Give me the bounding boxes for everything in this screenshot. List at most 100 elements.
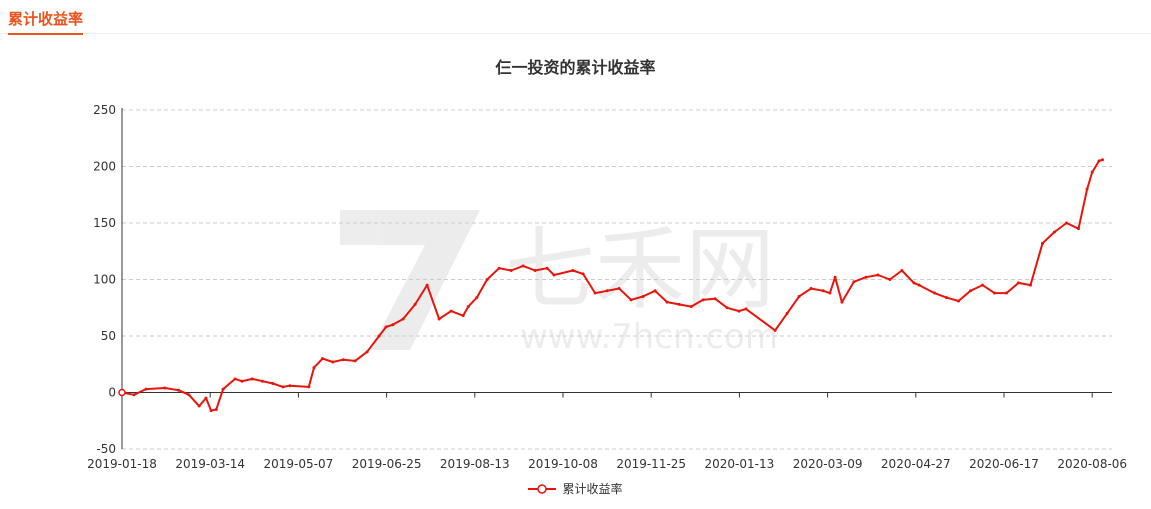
data-point — [876, 273, 880, 277]
data-point — [701, 298, 705, 302]
data-point — [932, 291, 936, 295]
data-point — [521, 264, 525, 268]
data-point — [240, 379, 244, 383]
data-point — [466, 305, 470, 309]
data-point — [677, 302, 681, 306]
data-point — [992, 291, 996, 295]
data-point — [461, 314, 465, 318]
tab-cumulative-return[interactable]: 累计收益率 — [8, 8, 84, 35]
tab-bar: 累计收益率 — [0, 0, 1151, 35]
data-point — [689, 305, 693, 309]
data-point — [713, 297, 717, 301]
x-tick-label: 2019-10-08 — [528, 457, 598, 471]
x-tick-label: 2020-06-17 — [969, 457, 1039, 471]
x-tick-label: 2019-08-13 — [440, 457, 510, 471]
chart-title: 仨一投资的累计收益率 — [495, 58, 656, 77]
data-point — [221, 387, 225, 391]
data-point — [353, 359, 357, 363]
start-point-marker — [118, 388, 126, 397]
data-point — [840, 300, 844, 304]
grid-lines — [122, 109, 1112, 450]
data-point — [321, 357, 325, 361]
data-point — [1004, 291, 1008, 295]
data-point — [641, 294, 645, 298]
series-group — [118, 158, 1104, 413]
legend-label: 累计收益率 — [562, 482, 623, 496]
data-point — [833, 275, 837, 279]
data-point — [552, 273, 556, 277]
data-point — [132, 393, 136, 397]
data-point — [944, 296, 948, 300]
x-tick-label: 2019-11-25 — [616, 457, 686, 471]
data-point — [485, 278, 489, 281]
data-point — [821, 289, 825, 293]
data-point — [391, 323, 395, 327]
data-point — [797, 294, 801, 298]
data-point — [665, 300, 669, 304]
data-point — [1040, 241, 1044, 245]
data-point — [177, 388, 181, 392]
data-point — [533, 268, 537, 272]
data-point — [204, 396, 208, 400]
data-point — [233, 377, 237, 381]
data-point — [737, 309, 741, 313]
x-tick-label: 2020-01-13 — [705, 457, 775, 471]
data-point — [571, 268, 575, 272]
data-point — [864, 275, 868, 279]
y-tick-label: 50 — [101, 329, 116, 343]
data-point — [545, 266, 549, 270]
y-tick-label: 0 — [108, 386, 116, 400]
data-point — [828, 291, 832, 295]
data-point — [605, 289, 609, 293]
data-point — [365, 350, 369, 354]
data-point — [1085, 187, 1089, 191]
data-point — [1090, 170, 1094, 174]
data-point — [331, 360, 335, 364]
data-point — [1100, 158, 1104, 162]
data-point — [209, 409, 213, 413]
data-point — [773, 328, 777, 332]
data-point — [888, 278, 892, 281]
data-point — [271, 381, 275, 385]
y-tick-label: -50 — [96, 442, 116, 456]
legend-line-marker-icon — [528, 483, 557, 494]
x-axis: 2019-01-18 2019-03-14 2019-05-07 2019-06-25… — [87, 392, 1127, 471]
data-point — [401, 317, 405, 321]
data-point — [725, 306, 729, 310]
x-tick-label: 2019-06-25 — [352, 457, 422, 471]
series-line — [121, 158, 1103, 412]
data-point — [653, 289, 657, 293]
x-tick-label: 2019-01-18 — [87, 457, 157, 471]
data-point — [497, 266, 501, 270]
data-point — [449, 309, 453, 313]
x-tick-label: 2020-04-27 — [881, 457, 951, 471]
data-point — [288, 384, 292, 388]
data-point — [281, 385, 285, 389]
data-point — [307, 385, 311, 389]
data-point — [187, 393, 191, 397]
data-point — [900, 268, 904, 272]
x-tick-label: 2019-03-14 — [175, 457, 245, 471]
data-point — [1076, 227, 1080, 231]
y-tick-label: 250 — [93, 103, 116, 117]
data-point — [629, 298, 633, 302]
data-point — [1097, 159, 1101, 163]
data-point — [377, 334, 381, 338]
legend[interactable]: 累计收益率 — [0, 480, 1151, 498]
data-point — [809, 287, 813, 291]
y-tick-label: 150 — [93, 216, 116, 230]
x-tick-label: 2020-08-06 — [1057, 457, 1127, 471]
data-point — [384, 325, 388, 329]
data-point — [1028, 283, 1032, 287]
data-point — [509, 268, 513, 272]
data-point — [475, 296, 479, 300]
data-point — [917, 283, 921, 287]
data-point — [980, 283, 984, 287]
data-point — [197, 404, 201, 408]
data-point — [1016, 281, 1020, 285]
data-point — [956, 299, 960, 303]
data-point — [341, 358, 345, 362]
y-axis: -50 0 50 100 150 200 250 — [93, 103, 123, 456]
data-point — [261, 379, 265, 383]
